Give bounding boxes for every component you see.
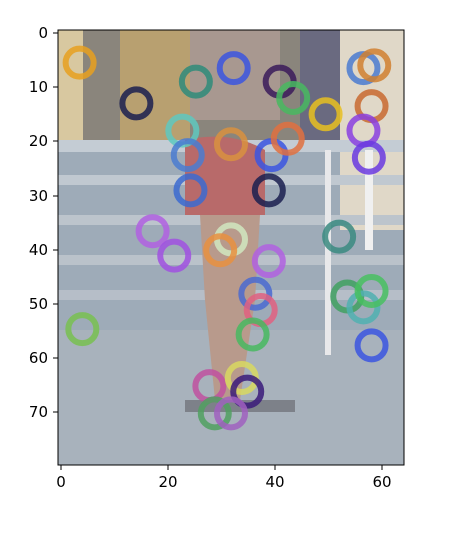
y-tick-label: 50 bbox=[29, 295, 48, 313]
scatter-point bbox=[170, 138, 205, 173]
scatter-point bbox=[308, 97, 343, 132]
scatter-point bbox=[214, 127, 248, 162]
x-tick-60: 60 bbox=[372, 465, 392, 491]
y-tick-70: 70 bbox=[29, 403, 58, 421]
scatter-point bbox=[214, 396, 248, 431]
plot-area bbox=[57, 29, 405, 466]
scatter-points bbox=[62, 45, 392, 431]
scatter-point bbox=[351, 140, 386, 175]
scatter-point bbox=[354, 328, 389, 363]
y-tick-label: 40 bbox=[29, 241, 48, 259]
y-tick-20: 20 bbox=[29, 132, 58, 150]
scatter-point bbox=[354, 274, 389, 308]
scatter-point bbox=[251, 244, 286, 279]
y-tick-label: 10 bbox=[29, 78, 48, 96]
y-tick-50: 50 bbox=[29, 295, 58, 313]
scatter-point bbox=[62, 45, 97, 80]
scatter-point bbox=[276, 80, 311, 115]
x-tick-label: 40 bbox=[265, 473, 284, 491]
scatter-point bbox=[119, 86, 154, 121]
y-tick-label: 60 bbox=[29, 349, 48, 367]
scatter-point bbox=[322, 219, 357, 254]
scatter-point bbox=[178, 64, 213, 99]
axes-frame bbox=[57, 29, 405, 466]
scatter-point bbox=[157, 238, 192, 273]
y-tick-label: 20 bbox=[29, 132, 48, 150]
scatter-point bbox=[216, 51, 251, 86]
y-tick-label: 70 bbox=[29, 403, 48, 421]
x-tick-label: 0 bbox=[56, 473, 66, 491]
y-tick-40: 40 bbox=[29, 241, 58, 259]
x-tick-20: 20 bbox=[158, 465, 178, 491]
x-axis: 0 20 40 60 bbox=[56, 465, 392, 491]
y-tick-0: 0 bbox=[38, 24, 58, 42]
scatter-point bbox=[235, 317, 270, 352]
scatter-point bbox=[203, 233, 238, 268]
y-tick-label: 0 bbox=[38, 24, 48, 42]
scatter-point bbox=[251, 173, 286, 208]
y-tick-60: 60 bbox=[29, 349, 58, 367]
scatter-point bbox=[173, 173, 208, 208]
y-tick-10: 10 bbox=[29, 78, 58, 96]
scatter-point bbox=[357, 48, 392, 83]
x-tick-40: 40 bbox=[265, 465, 285, 491]
scatter-point bbox=[346, 290, 381, 325]
scatter-point bbox=[270, 121, 305, 156]
x-tick-label: 60 bbox=[372, 473, 391, 491]
scatter-point bbox=[230, 374, 265, 409]
x-tick-label: 20 bbox=[158, 473, 177, 491]
x-tick-0: 0 bbox=[56, 465, 66, 491]
scatter-point bbox=[135, 214, 170, 249]
scatter-point bbox=[238, 276, 273, 311]
y-tick-30: 30 bbox=[29, 187, 58, 205]
scatter-point bbox=[65, 312, 100, 347]
scatter-point bbox=[197, 396, 232, 431]
y-axis: 0 10 20 30 40 50 60 70 bbox=[29, 24, 58, 421]
y-tick-label: 30 bbox=[29, 187, 48, 205]
